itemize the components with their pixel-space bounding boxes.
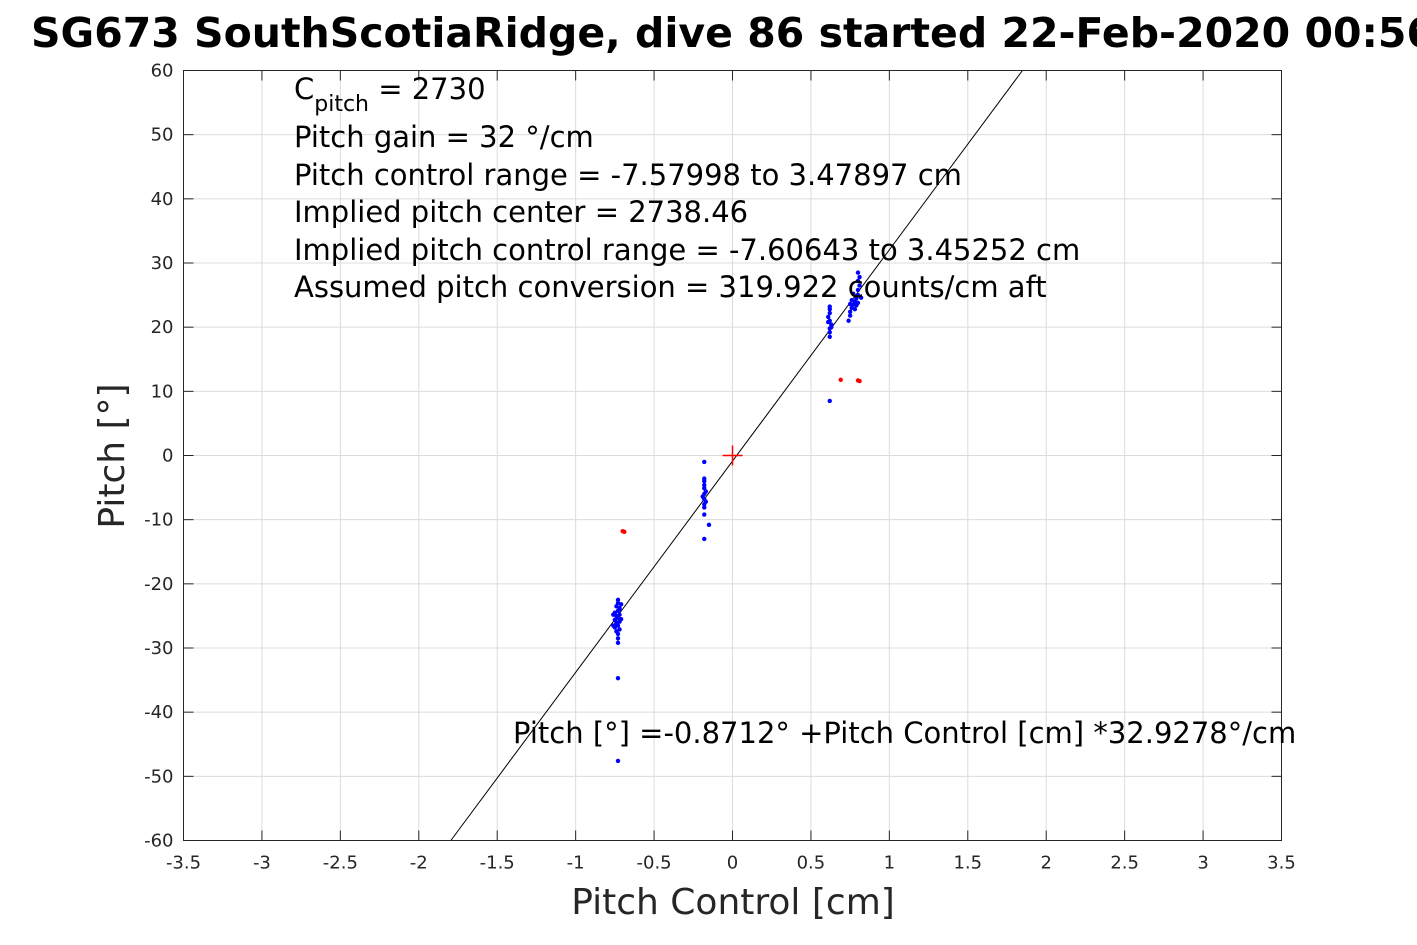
pitch-gain-annotation: Pitch gain = 32 °/cm (294, 120, 594, 154)
x-tick-label: 0 (727, 853, 738, 874)
data-points (611, 270, 864, 764)
y-tick-label: -50 (144, 766, 173, 787)
data-point (852, 307, 858, 312)
x-tick-label: -0.5 (637, 853, 672, 874)
data-point (615, 640, 621, 646)
x-tick-label: 1.5 (953, 853, 982, 874)
y-tick-label: 30 (151, 253, 174, 274)
y-tick-label: 50 (151, 125, 174, 146)
data-point (827, 304, 832, 309)
data-point (702, 478, 707, 484)
y-tick-label: 20 (151, 317, 174, 338)
data-point (702, 505, 707, 510)
data-point (825, 314, 831, 320)
data-point (617, 607, 622, 612)
x-tick-label: 2 (1040, 853, 1051, 874)
pitch-control-range-annotation: Pitch control range = -7.57998 to 3.4789… (294, 158, 962, 192)
y-tick-label: -10 (144, 510, 173, 531)
data-point (857, 378, 862, 384)
data-point (706, 522, 712, 527)
data-point (615, 675, 621, 681)
assumed-pitch-conversion-annotation: Assumed pitch conversion = 319.922 count… (294, 270, 1047, 304)
data-point (615, 631, 621, 637)
chart-title: SG673 SouthScotiaRidge, dive 86 started … (31, 9, 1417, 57)
y-tick-label: -20 (144, 574, 173, 595)
center-marker-layer (722, 445, 743, 466)
x-tick-label: 0.5 (797, 853, 826, 874)
data-point (618, 602, 624, 607)
data-point (847, 301, 853, 307)
data-point (827, 310, 832, 316)
info-annotations: Cpitch = 2730 Pitch gain = 32 °/cm Pitch… (294, 72, 1296, 750)
x-tick-label: -3.5 (166, 853, 201, 874)
data-point (825, 319, 831, 325)
data-point (838, 377, 843, 382)
data-point (846, 318, 851, 323)
data-point (855, 292, 861, 298)
data-point (855, 278, 861, 284)
data-point (611, 623, 616, 628)
data-point (855, 270, 861, 275)
x-tick-label: 3 (1197, 853, 1208, 874)
c-pitch-value: = 2730 (369, 72, 486, 106)
x-tick-label: 2.5 (1110, 853, 1139, 874)
x-tick-label: -2.5 (323, 853, 358, 874)
data-point (620, 529, 625, 534)
y-tick-label: 10 (151, 381, 174, 402)
data-point (614, 620, 619, 625)
data-point (702, 536, 707, 542)
y-tick-label: 40 (151, 189, 174, 210)
data-point (849, 298, 854, 303)
data-point (702, 512, 707, 517)
data-point (702, 459, 707, 465)
x-tick-label: -1 (567, 853, 585, 874)
c-pitch-annotation: Cpitch = 2730 (294, 72, 486, 117)
x-tick-label: -2 (410, 853, 428, 874)
data-point (857, 274, 862, 280)
data-point (855, 287, 861, 293)
data-point (857, 283, 862, 288)
y-tick-label: 0 (162, 446, 173, 467)
implied-pitch-control-range-annotation: Implied pitch control range = -7.60643 t… (294, 233, 1080, 267)
x-tick-label: -1.5 (480, 853, 515, 874)
c-pitch-subscript: pitch (314, 92, 369, 117)
data-point (827, 398, 832, 404)
y-tick-label: 60 (151, 61, 174, 82)
grid (183, 70, 1282, 841)
implied-pitch-center-annotation: Implied pitch center = 2738.46 (294, 195, 748, 229)
data-point (827, 334, 832, 339)
data-point (615, 758, 621, 764)
data-point (618, 616, 624, 622)
data-point (847, 313, 853, 318)
x-axis-label: Pitch Control [cm] (571, 882, 895, 923)
data-point (702, 482, 707, 488)
x-tick-label: -3 (253, 853, 271, 874)
data-point (827, 330, 832, 335)
y-axis-label: Pitch [°] (92, 383, 133, 528)
axis-ticks: -3.5 -3 -2.5 -2 -1.5 -1 -0.5 0 0.5 1 1.5 2 2.5 3 3.5 -6… (144, 61, 1296, 874)
y-tick-label: -30 (144, 638, 173, 659)
c-pitch-prefix: C (294, 72, 314, 106)
x-tick-label: 3.5 (1267, 853, 1296, 874)
fit-equation-annotation: Pitch [°] =-0.8712° +Pitch Control [cm] … (513, 716, 1296, 750)
data-point (702, 502, 707, 507)
data-point (855, 300, 861, 305)
data-point (615, 636, 621, 641)
y-tick-label: -60 (144, 831, 173, 852)
data-point (615, 597, 621, 603)
data-point (851, 291, 856, 296)
data-point (847, 309, 853, 314)
data-point (858, 295, 864, 300)
x-tick-label: 1 (884, 853, 895, 874)
y-tick-label: -40 (144, 702, 173, 723)
data-point (611, 612, 616, 617)
data-point (829, 324, 834, 330)
